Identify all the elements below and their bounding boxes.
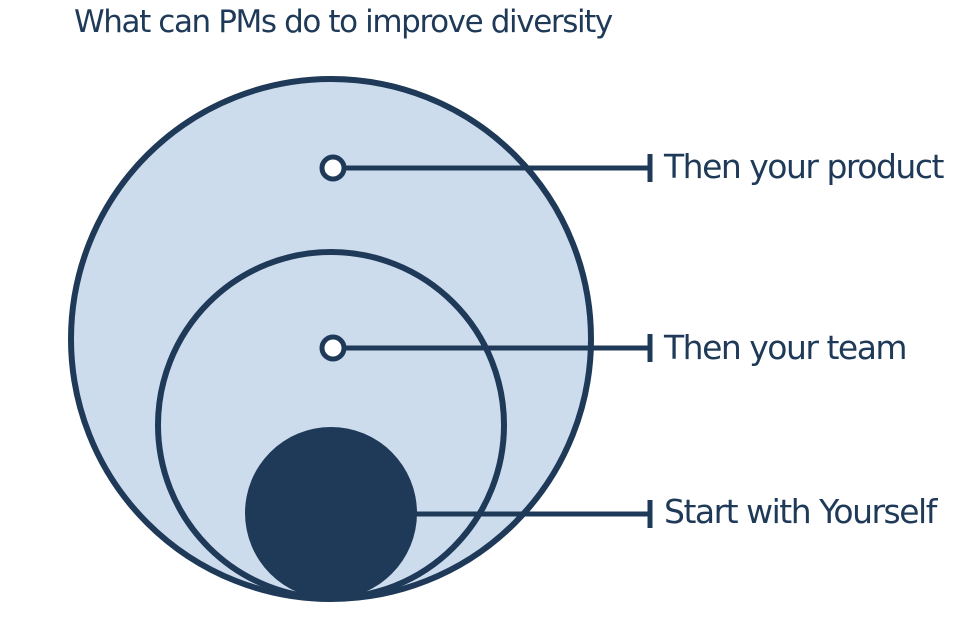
- level-label-product: Then your product: [664, 147, 944, 186]
- team-connector: [319, 334, 653, 362]
- self-connector: [416, 500, 653, 528]
- team-marker-ring: [319, 334, 347, 362]
- page-title: What can PMs do to improve diversity: [74, 4, 613, 40]
- self-circle: [245, 427, 417, 599]
- level-label-self: Start with Yourself: [664, 492, 937, 531]
- level-label-team: Then your team: [664, 328, 908, 367]
- product-connector: [319, 154, 653, 182]
- product-marker-ring: [319, 154, 347, 182]
